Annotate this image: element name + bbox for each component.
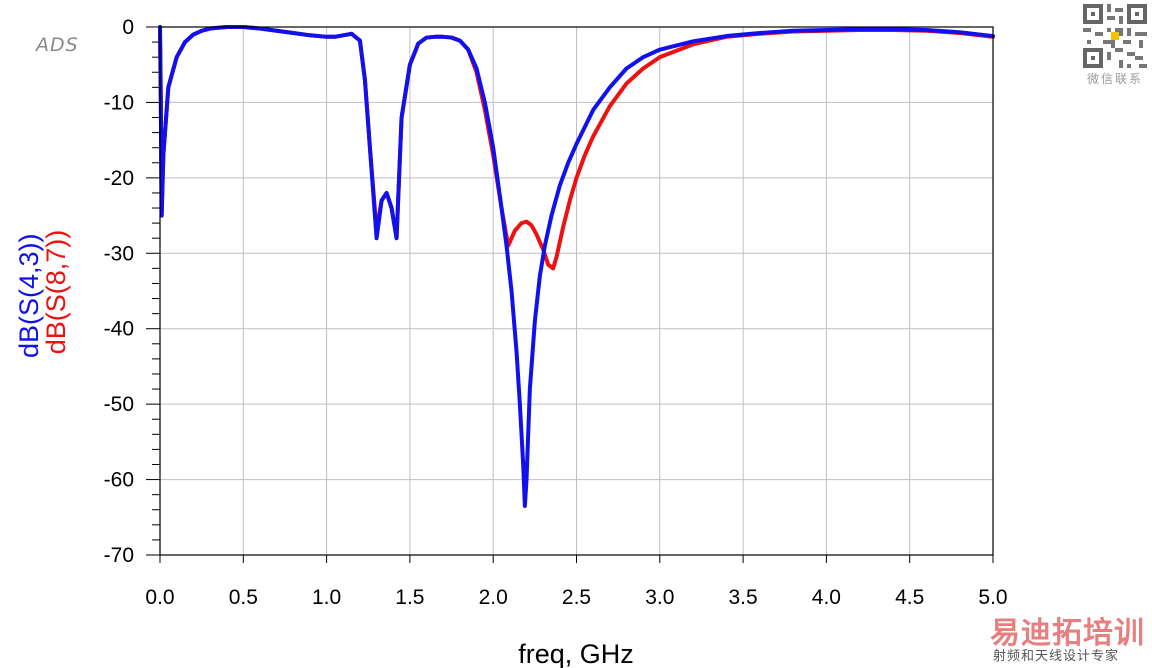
plot-lines: [158, 25, 995, 508]
x-tick-label: 3.5: [728, 586, 757, 609]
x-tick-label: 1.5: [395, 586, 424, 609]
y-tick-label: -20: [104, 167, 134, 190]
y-tick-label: -40: [104, 318, 134, 341]
brand-watermark: 易迪拓培训: [990, 616, 1145, 651]
y-axis-minor-ticks: [146, 26, 994, 563]
x-tick-label: 1.0: [312, 586, 341, 609]
x-axis-tick-labels: 0.0 0.5 1.0 1.5 2.0 2.5 3.0 3.5 4.0 4.5 5.0: [145, 586, 1007, 609]
x-tick-label: 4.0: [812, 586, 841, 609]
x-tick-label: 5.0: [978, 586, 1007, 609]
y-tick-label: -60: [104, 469, 134, 492]
plot-frame: [159, 26, 994, 556]
y-axis-label: dB(S(4,3)) dB(S(8,7)): [14, 226, 71, 358]
y-tick-label: 0: [122, 16, 134, 39]
grid-lines: [160, 27, 993, 555]
y-axis-tick-labels: 0 -10 -20 -30 -40 -50 -60 -70: [104, 16, 134, 567]
x-tick-label: 0.5: [229, 586, 258, 609]
y-label-red-series: dB(S(8,7)): [41, 230, 71, 355]
x-tick-label: 0.0: [145, 586, 174, 609]
series-line-db-s-4-3: [158, 25, 995, 508]
x-tick-label: 2.0: [479, 586, 508, 609]
x-axis-label: freq, GHz: [518, 639, 634, 668]
y-tick-label: -50: [104, 393, 134, 416]
x-tick-label: 2.5: [562, 586, 591, 609]
y-tick-label: -10: [104, 91, 134, 114]
ads-logo: ADS: [36, 34, 79, 56]
y-label-blue-series: dB(S(4,3)): [14, 233, 44, 358]
x-tick-label: 4.5: [895, 586, 924, 609]
qr-code-icon: [1083, 4, 1147, 68]
y-tick-label: -70: [104, 544, 134, 567]
brand-tagline: 射频和天线设计专家: [993, 649, 1120, 664]
x-tick-label: 3.0: [645, 586, 674, 609]
y-tick-label: -30: [104, 242, 134, 265]
qr-caption: 微信联系: [1086, 72, 1143, 86]
